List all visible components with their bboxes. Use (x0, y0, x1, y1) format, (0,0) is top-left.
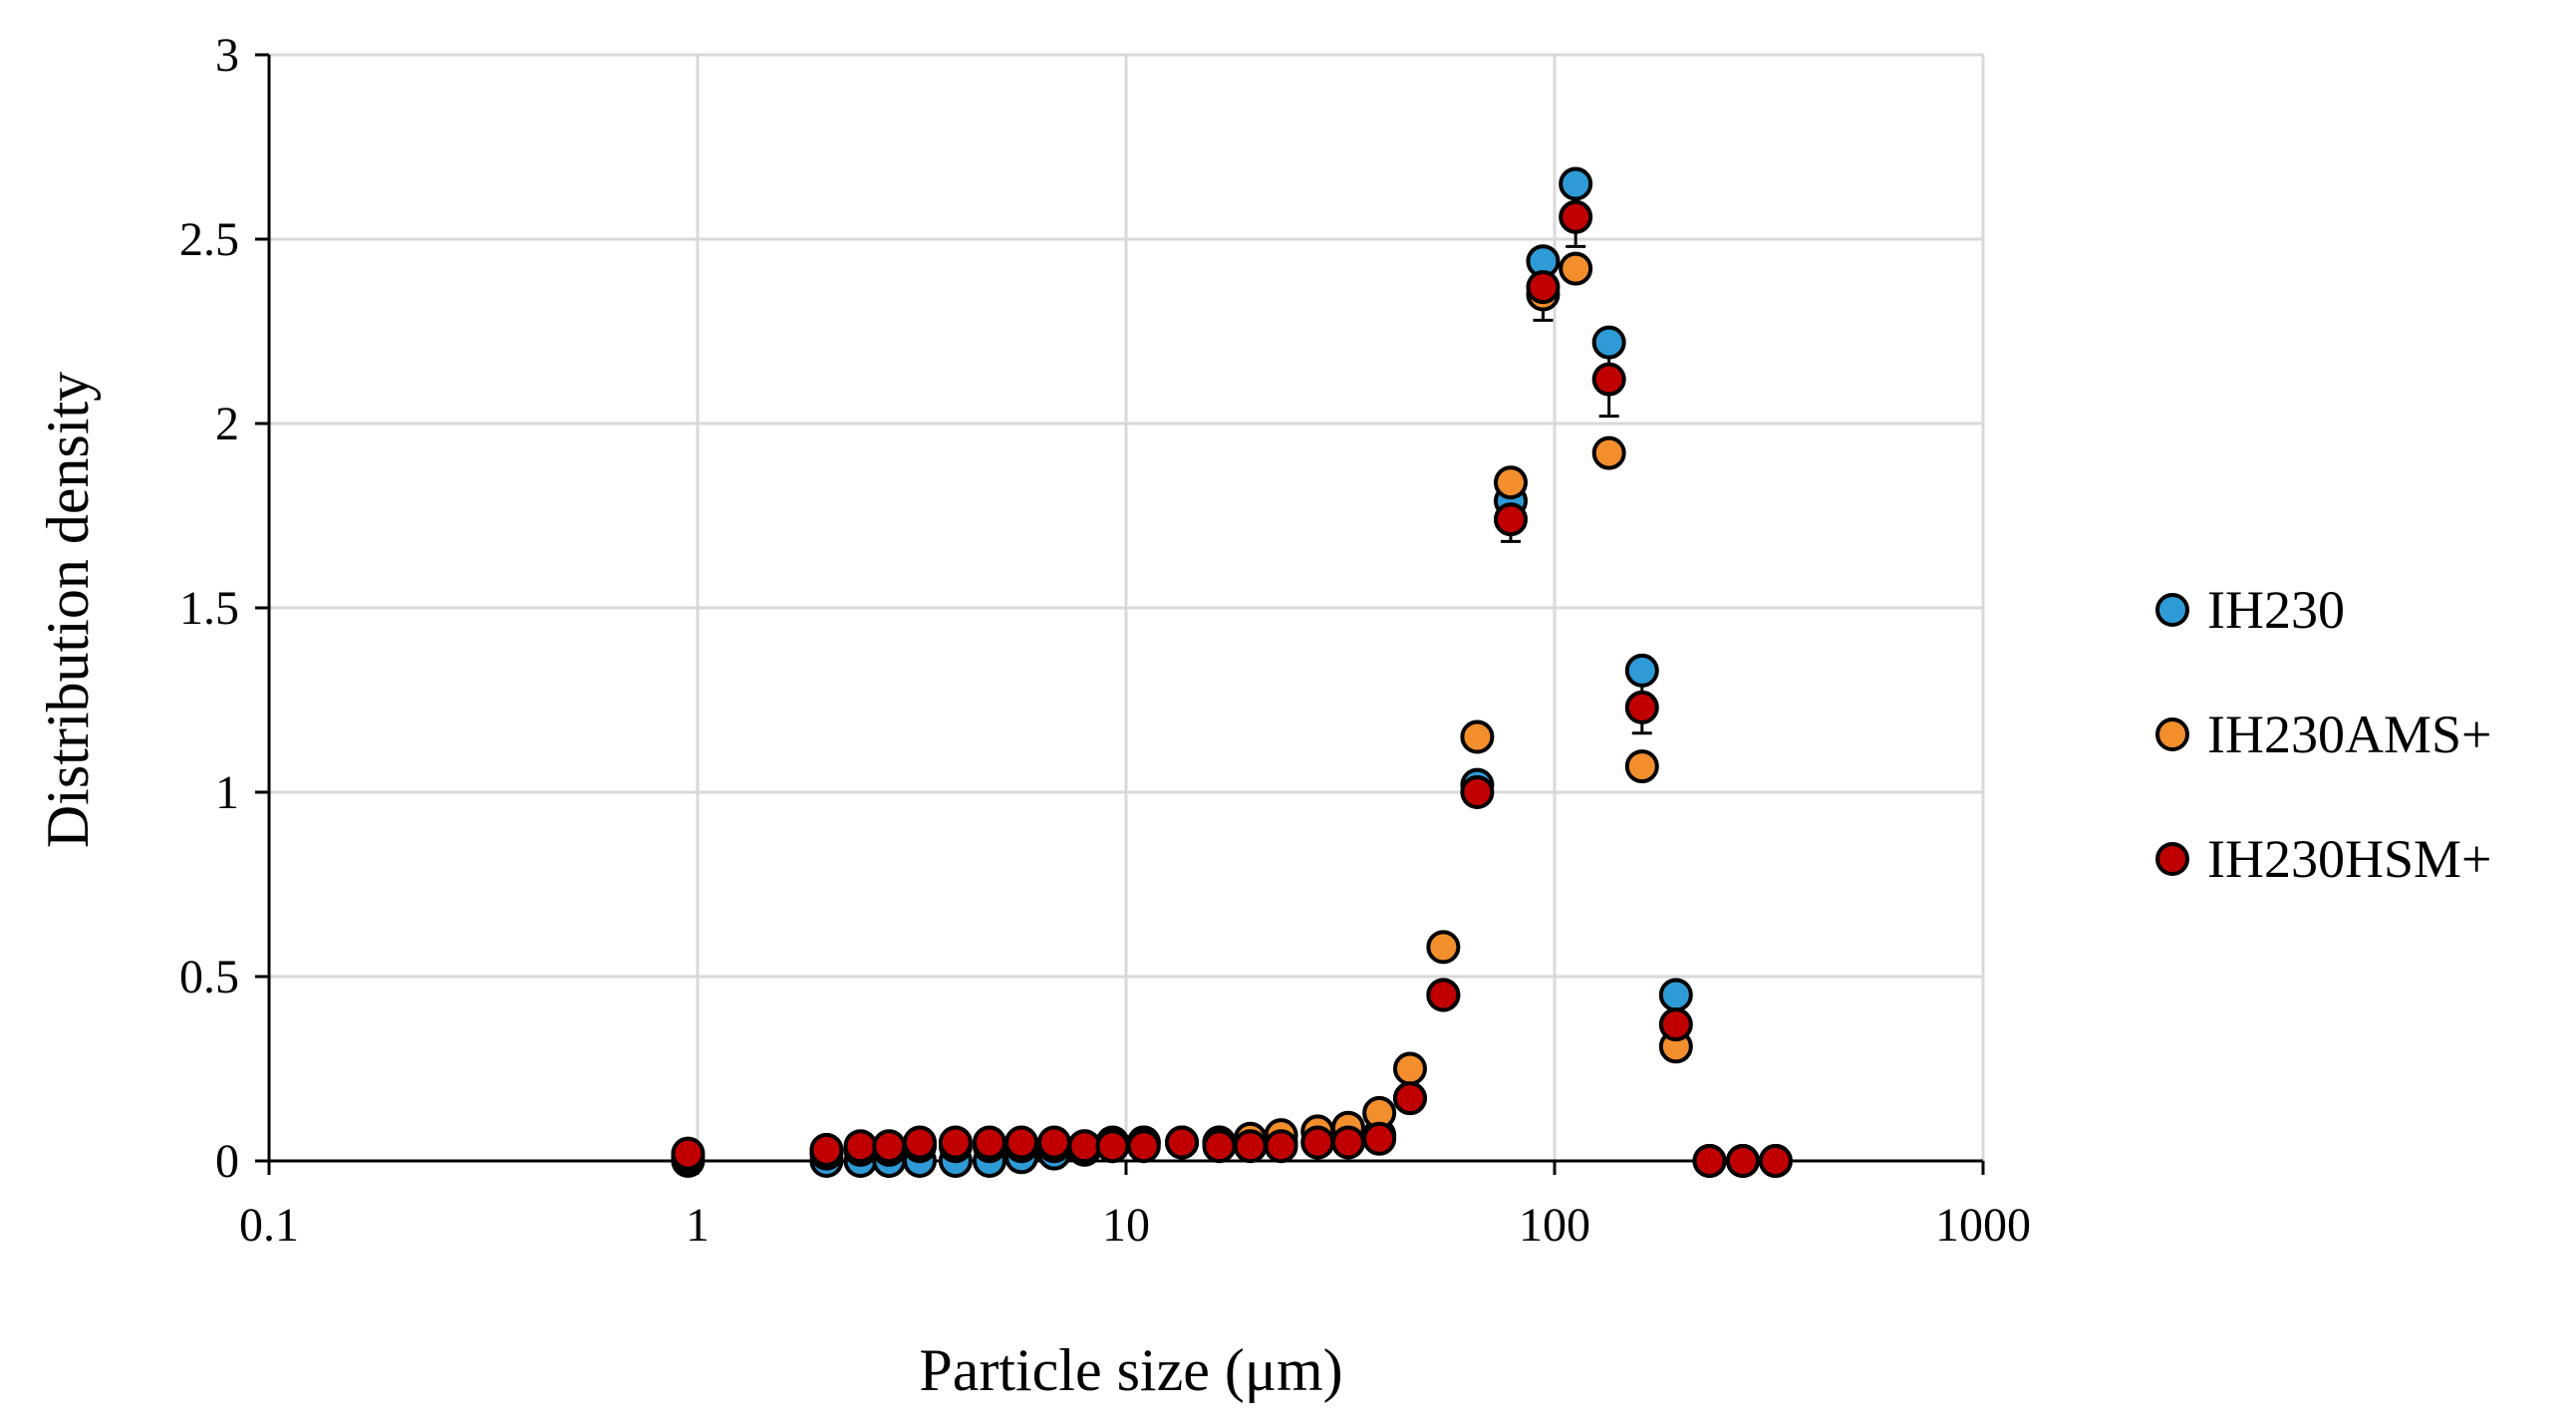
data-point-ih230hsm- (1493, 502, 1528, 537)
y-tick-label: 2.5 (179, 213, 239, 266)
data-point-ih230ams- (1591, 435, 1626, 470)
data-point-ih230ams- (1493, 465, 1528, 500)
legend-label: IH230AMS+ (2207, 705, 2491, 764)
data-point-ih230ams- (1559, 251, 1593, 286)
legend-marker (2155, 717, 2189, 751)
data-point-ih230 (1559, 166, 1593, 201)
legend-label: IH230 (2207, 580, 2345, 640)
data-point-ih230hsm- (1559, 199, 1593, 234)
y-tick-label: 1.5 (179, 582, 239, 635)
data-point-ih230hsm- (1004, 1125, 1039, 1160)
data-point-ih230hsm- (1202, 1129, 1237, 1164)
data-point-ih230hsm- (1095, 1129, 1130, 1164)
data-point-ih230hsm- (1264, 1129, 1298, 1164)
x-tick-label: 1 (686, 1199, 710, 1252)
x-tick-label: 100 (1519, 1199, 1590, 1252)
data-point-ih230hsm- (1300, 1125, 1335, 1160)
data-point-ih230hsm- (1330, 1125, 1365, 1160)
data-point-ih230hsm- (1658, 1007, 1693, 1042)
y-tick-label: 0.5 (179, 951, 239, 1003)
x-tick-label: 10 (1102, 1199, 1150, 1252)
data-point-ih230hsm- (1460, 775, 1495, 809)
data-point-ih230hsm- (1426, 978, 1461, 1012)
data-point-ih230hsm- (902, 1125, 937, 1160)
data-point-ih230hsm- (1067, 1129, 1102, 1164)
data-point-ih230hsm- (1165, 1125, 1200, 1160)
data-point-ih230hsm- (1692, 1144, 1727, 1178)
data-point-ih230ams- (1392, 1051, 1427, 1086)
y-tick-label: 1 (215, 766, 239, 819)
x-tick-label: 1000 (1935, 1199, 2031, 1252)
x-axis-title: Particle size (μm) (919, 1337, 1342, 1403)
data-markers (671, 166, 1793, 1178)
tick-labels: 0 0.5 1 1.5 2 2.5 3 0.1 1 10 100 1000 (179, 29, 2031, 1252)
data-point-ih230ams- (1426, 930, 1461, 965)
gridlines (269, 53, 1985, 1161)
data-point-ih230hsm- (1624, 690, 1659, 724)
legend-marker (2155, 593, 2189, 627)
y-tick-label: 3 (215, 29, 239, 82)
legend: IH230 IH230AMS+ IH230HSM+ (2155, 580, 2491, 889)
data-point-ih230hsm- (1725, 1144, 1760, 1178)
data-point-ih230hsm- (972, 1125, 1006, 1160)
data-point-ih230hsm- (843, 1129, 878, 1164)
data-point-ih230hsm- (872, 1129, 907, 1164)
data-point-ih230hsm- (1758, 1144, 1793, 1178)
data-point-ih230ams- (1624, 749, 1659, 784)
legend-marker (2155, 842, 2189, 876)
legend-label: IH230HSM+ (2207, 829, 2491, 889)
data-point-ih230hsm- (809, 1132, 844, 1167)
data-point-ih230hsm- (1362, 1121, 1397, 1156)
y-axis-title: Distribution density (35, 372, 101, 848)
data-point-ih230hsm- (1392, 1081, 1427, 1116)
data-point-ih230hsm- (1233, 1129, 1268, 1164)
axes (255, 53, 1985, 1175)
data-point-ih230hsm- (938, 1125, 973, 1160)
y-tick-label: 0 (215, 1135, 239, 1188)
data-point-ih230hsm- (1036, 1125, 1071, 1160)
data-point-ih230 (1658, 978, 1693, 1012)
data-point-ih230hsm- (1126, 1129, 1161, 1164)
data-point-ih230 (1624, 653, 1659, 688)
x-tick-label: 0.1 (239, 1199, 299, 1252)
data-point-ih230 (1591, 325, 1626, 360)
data-point-ih230hsm- (1591, 362, 1626, 397)
data-point-ih230ams- (1460, 719, 1495, 754)
data-point-ih230hsm- (671, 1136, 706, 1171)
data-point-ih230hsm- (1526, 270, 1561, 305)
y-tick-label: 2 (215, 398, 239, 450)
